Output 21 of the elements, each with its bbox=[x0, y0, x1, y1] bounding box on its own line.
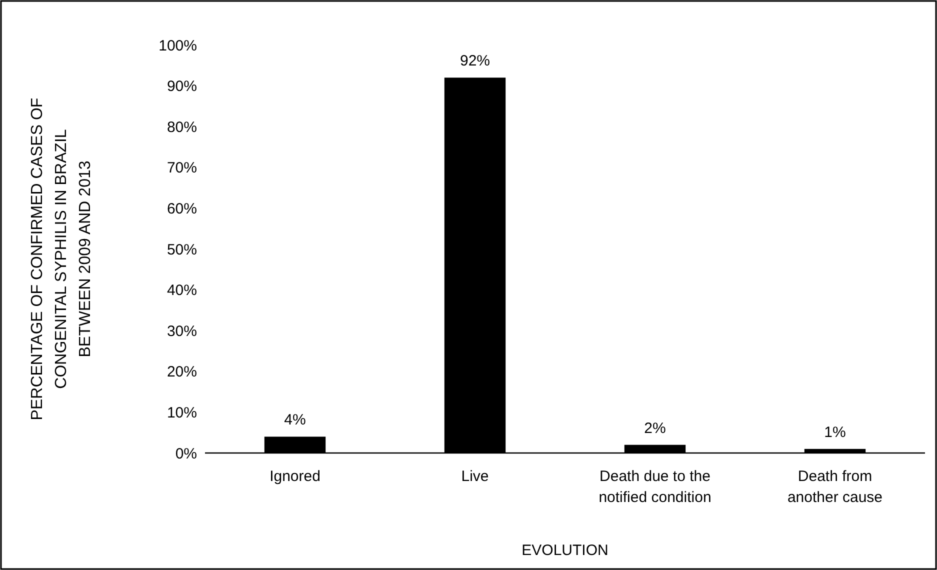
y-tick-label: 30% bbox=[166, 322, 197, 340]
x-tick-label: Ignored bbox=[270, 468, 320, 485]
y-tick-label: 50% bbox=[166, 241, 197, 258]
y-tick-label: 10% bbox=[166, 404, 197, 422]
y-tick-label: 70% bbox=[166, 160, 197, 177]
y-tick-label: 80% bbox=[166, 118, 197, 136]
y-axis-title: PERCENTAGE OF CONFIRMED CASES OF CONGENITAL SYPHILIS IN BRAZIL BETWEEN 2009 AND 2013 bbox=[29, 98, 94, 420]
data-label: 92% bbox=[460, 52, 490, 70]
x-tick-label: Death due to the notified condition bbox=[598, 468, 712, 506]
y-tick-label: 0% bbox=[175, 445, 197, 462]
data-label: 2% bbox=[644, 420, 666, 437]
y-tick-label: 20% bbox=[166, 364, 197, 381]
x-tick-label: Live bbox=[461, 468, 489, 485]
data-label: 1% bbox=[824, 424, 846, 441]
x-tick-label: Death from another cause bbox=[787, 468, 883, 506]
y-tick-label: 90% bbox=[166, 78, 197, 96]
data-label: 4% bbox=[284, 412, 306, 429]
y-tick-label: 100% bbox=[158, 37, 197, 54]
x-axis-title: EVOLUTION bbox=[522, 542, 608, 559]
y-tick-label: 40% bbox=[166, 282, 197, 300]
y-tick-label: 60% bbox=[166, 200, 197, 218]
